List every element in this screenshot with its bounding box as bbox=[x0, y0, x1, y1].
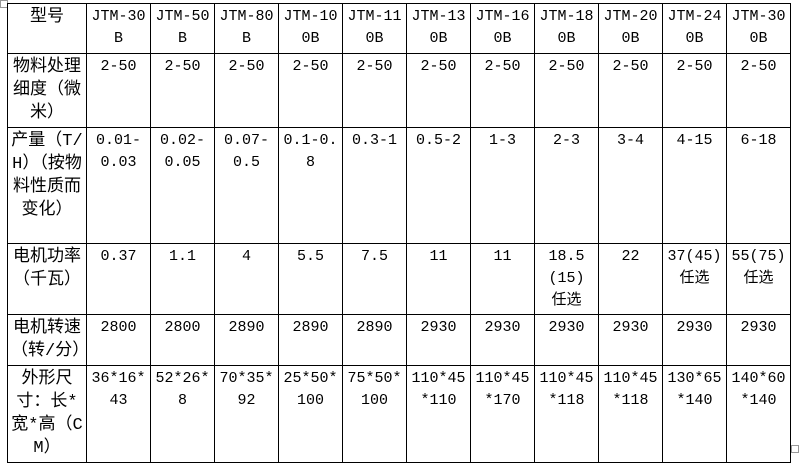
spec-table: 型号 JTM-30B JTM-50B JTM-80B JTM-100B JTM-110B J… bbox=[7, 3, 791, 463]
table-cell: 2-50 bbox=[534, 53, 599, 128]
table-row: 产量（T/H）（按物料性质而变化） 0.01-0.03 0.02-0.05 0.07-… bbox=[7, 127, 791, 244]
table-cell: 52*26*8 bbox=[150, 365, 215, 463]
table-cell: 22 bbox=[598, 243, 663, 315]
header-row: 型号 JTM-30B JTM-50B JTM-80B JTM-100B JTM-110B J… bbox=[7, 3, 791, 54]
table-cell: 2930 bbox=[406, 314, 471, 366]
table-cell: 140*60*140 bbox=[726, 365, 791, 463]
table-cell: 55(75)任选 bbox=[726, 243, 791, 315]
table-cell: 2-3 bbox=[534, 127, 599, 244]
table-cell: 2-50 bbox=[726, 53, 791, 128]
table-cell: 1.1 bbox=[150, 243, 215, 315]
table-cell: 0.01-0.03 bbox=[86, 127, 151, 244]
table-cell: 75*50*100 bbox=[342, 365, 407, 463]
row-label: 产量（T/H）（按物料性质而变化） bbox=[7, 127, 87, 244]
table-cell: 2-50 bbox=[278, 53, 343, 128]
table-cell: 2890 bbox=[214, 314, 279, 366]
table-cell: 0.3-1 bbox=[342, 127, 407, 244]
table-cell: 6-18 bbox=[726, 127, 791, 244]
table-cell: 25*50*100 bbox=[278, 365, 343, 463]
table-cell: 2-50 bbox=[214, 53, 279, 128]
table-cell: 0.02-0.05 bbox=[150, 127, 215, 244]
table-cell: 130*65*140 bbox=[662, 365, 727, 463]
model-cell: JTM-80B bbox=[214, 3, 279, 54]
table-cell: 2930 bbox=[598, 314, 663, 366]
table-cell: 2-50 bbox=[662, 53, 727, 128]
model-cell: JTM-300B bbox=[726, 3, 791, 54]
table-row: 外形尺寸：长*宽*高（CM） 36*16*43 52*26*8 70*35*92 25*… bbox=[7, 365, 791, 463]
table-cell: 110*45*118 bbox=[598, 365, 663, 463]
row-label: 电机转速（转/分） bbox=[7, 314, 89, 366]
table-cell: 0.1-0.8 bbox=[278, 127, 343, 244]
table-cell: 2890 bbox=[278, 314, 343, 366]
table-cell: 0.07-0.5 bbox=[214, 127, 279, 244]
table-cell: 2800 bbox=[150, 314, 215, 366]
table-resize-handle[interactable] bbox=[791, 445, 799, 453]
table-cell: 110*45*118 bbox=[534, 365, 599, 463]
model-cell: JTM-30B bbox=[86, 3, 151, 54]
table-cell: 3-4 bbox=[598, 127, 663, 244]
table-cell: 5.5 bbox=[278, 243, 343, 315]
model-cell: JTM-100B bbox=[278, 3, 343, 54]
model-cell: JTM-200B bbox=[598, 3, 663, 54]
table-cell: 110*45*110 bbox=[406, 365, 471, 463]
table-cell: 2-50 bbox=[150, 53, 215, 128]
table-row: 物料处理细度（微米） 2-50 2-50 2-50 2-50 2-50 2-50 2-50 2-… bbox=[7, 53, 791, 128]
table-cell: 2930 bbox=[726, 314, 791, 366]
model-cell: JTM-130B bbox=[406, 3, 471, 54]
table-cell: 0.5-2 bbox=[406, 127, 471, 244]
row-label: 物料处理细度（微米） bbox=[7, 53, 87, 128]
table-cell: 2-50 bbox=[470, 53, 535, 128]
table-cell: 2-50 bbox=[598, 53, 663, 128]
table-cell: 37(45)任选 bbox=[662, 243, 727, 315]
table-cell: 110*45*170 bbox=[470, 365, 535, 463]
table-cell: 7.5 bbox=[342, 243, 407, 315]
table-cell: 1-3 bbox=[470, 127, 535, 244]
table-cell: 2930 bbox=[470, 314, 535, 366]
table-cell: 2930 bbox=[534, 314, 599, 366]
row-label: 型号 bbox=[7, 3, 87, 54]
table-cell: 11 bbox=[470, 243, 535, 315]
row-label: 电机功率（千瓦） bbox=[7, 243, 87, 315]
table-cell: 2800 bbox=[86, 314, 151, 366]
table-cell: 4 bbox=[214, 243, 279, 315]
table-row: 电机转速（转/分） 2800 2800 2890 2890 2890 2930 2930 293… bbox=[7, 314, 791, 366]
table-row: 电机功率（千瓦） 0.37 1.1 4 5.5 7.5 11 11 18.5 (15) 任选 22… bbox=[7, 243, 791, 315]
table-cell: 2930 bbox=[662, 314, 727, 366]
model-cell: JTM-180B bbox=[534, 3, 599, 54]
model-cell: JTM-240B bbox=[662, 3, 727, 54]
model-cell: JTM-160B bbox=[470, 3, 535, 54]
table-cell: 2-50 bbox=[406, 53, 471, 128]
table-cell: 2890 bbox=[342, 314, 407, 366]
table-cell: 2-50 bbox=[86, 53, 151, 128]
row-label: 外形尺寸：长*宽*高（CM） bbox=[7, 365, 87, 463]
table-cell: 2-50 bbox=[342, 53, 407, 128]
table-cell: 4-15 bbox=[662, 127, 727, 244]
model-cell: JTM-50B bbox=[150, 3, 215, 54]
table-cell: 18.5 (15) 任选 bbox=[534, 243, 599, 315]
table-cell: 70*35*92 bbox=[214, 365, 279, 463]
table-cell: 36*16*43 bbox=[86, 365, 151, 463]
model-cell: JTM-110B bbox=[342, 3, 407, 54]
table-cell: 0.37 bbox=[86, 243, 151, 315]
table-cell: 11 bbox=[406, 243, 471, 315]
